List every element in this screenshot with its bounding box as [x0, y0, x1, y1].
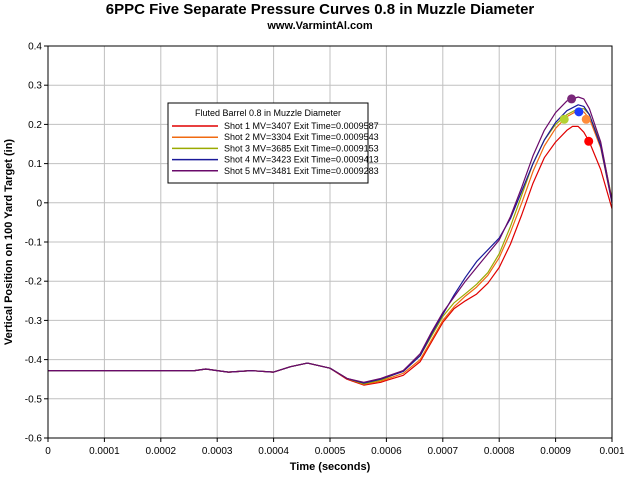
x-tick-label: 0.0001 [89, 446, 120, 457]
y-axis-label: Vertical Position on 100 Yard Target (in… [3, 139, 15, 346]
y-tick-label: -0.2 [25, 277, 43, 288]
y-tick-label: -0.1 [25, 238, 43, 249]
x-axis-label: Time (seconds) [290, 461, 371, 473]
legend-title: Fluted Barrel 0.8 in Muzzle Diameter [195, 108, 341, 118]
y-tick-label: -0.3 [25, 316, 43, 327]
y-tick-label: 0 [36, 198, 42, 209]
y-tick-label: 0.2 [28, 120, 42, 131]
y-tick-label: -0.6 [25, 434, 43, 445]
chart-title: 6PPC Five Separate Pressure Curves 0.8 i… [106, 1, 535, 18]
plot-border [47, 45, 613, 439]
legend-label-5: Shot 5 MV=3481 Exit Time=0.0009283 [224, 166, 379, 176]
x-tick-label: 0.0006 [371, 446, 402, 457]
x-tick-label: 0.0007 [428, 446, 459, 457]
chart-subtitle: www.VarmintAl.com [266, 20, 373, 32]
legend-box [167, 102, 369, 184]
x-tick-label: 0.0004 [258, 446, 289, 457]
exit-marker-4 [574, 107, 584, 117]
series-lines [48, 96, 613, 386]
series-line-5 [48, 96, 613, 383]
x-tick-label: 0.0008 [484, 446, 515, 457]
legend-label-4: Shot 4 MV=3423 Exit Time=0.0009413 [224, 155, 379, 165]
exit-marker-2 [581, 114, 591, 124]
x-tick-label: 0.0005 [315, 446, 346, 457]
legend-label-3: Shot 3 MV=3685 Exit Time=0.0009153 [224, 143, 379, 153]
x-tick-label: 0 [45, 446, 51, 457]
y-tick-labels: 0.4 0.3 0.2 0.1 0 -0.1 -0.2 -0.3 -0.4 -0.5 -0.6 [25, 42, 43, 445]
x-tick-labels: 0 0.0001 0.0002 0.0003 0.0004 0.0005 0.0006 0.0… [45, 446, 625, 457]
y-tick-label: 0.3 [28, 81, 42, 92]
legend-label-2: Shot 2 MV=3304 Exit Time=0.0009543 [224, 132, 379, 142]
exit-marker-3 [559, 114, 569, 124]
y-tick-label: 0.1 [28, 159, 42, 170]
x-tick-label: 0.0002 [146, 446, 177, 457]
exit-markers [559, 94, 594, 146]
y-tick-label: 0.4 [28, 42, 42, 53]
legend-label-1: Shot 1 MV=3407 Exit Time=0.0009587 [224, 121, 379, 131]
y-tick-label: -0.5 [25, 394, 43, 405]
x-tick-label: 0.001 [599, 446, 624, 457]
x-tick-label: 0.0009 [540, 446, 571, 457]
exit-marker-5 [567, 94, 577, 104]
exit-marker-1 [584, 136, 594, 146]
x-tick-label: 0.0003 [202, 446, 233, 457]
legend: Fluted Barrel 0.8 in Muzzle Diameter Sho… [167, 102, 379, 184]
y-tick-label: -0.4 [25, 355, 43, 366]
